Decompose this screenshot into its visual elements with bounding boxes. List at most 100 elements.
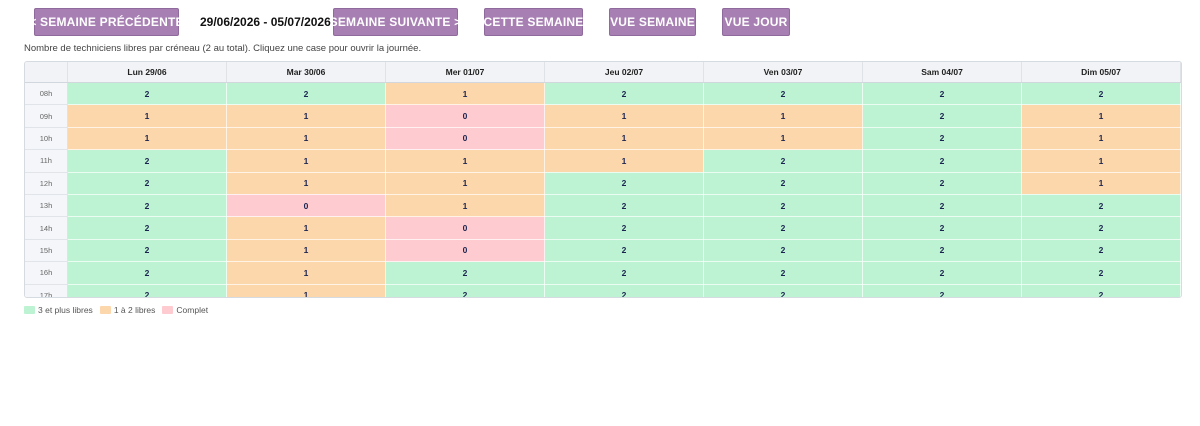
slot-cell[interactable]: 2 bbox=[1021, 261, 1181, 285]
slot-cell[interactable]: 2 bbox=[862, 239, 1022, 263]
slot-cell[interactable]: 2 bbox=[67, 82, 227, 106]
slot-cell[interactable]: 1 bbox=[226, 261, 386, 285]
slot-cell[interactable]: 1 bbox=[226, 104, 386, 128]
slot-cell[interactable]: 2 bbox=[862, 284, 1022, 297]
slot-cell[interactable]: 1 bbox=[226, 172, 386, 195]
slot-cell[interactable]: 2 bbox=[862, 104, 1022, 128]
slot-cell[interactable]: 1 bbox=[226, 149, 386, 173]
slot-cell[interactable]: 2 bbox=[544, 216, 704, 240]
slot-cell[interactable]: 1 bbox=[226, 239, 386, 263]
slot-cell[interactable]: 2 bbox=[862, 127, 1022, 151]
legend-swatch bbox=[162, 306, 174, 314]
slot-cell[interactable]: 1 bbox=[544, 104, 704, 128]
availability-grid: Lun 29/06 Mar 30/06 Mer 01/07 Jeu 02/07 Ven … bbox=[24, 61, 1182, 298]
previous-week-button[interactable]: < SEMAINE PRÉCÉDENTE bbox=[29, 8, 183, 36]
slot-cell[interactable]: 1 bbox=[226, 216, 386, 240]
day-header: Dim 05/07 bbox=[1021, 62, 1181, 83]
slot-cell[interactable]: 1 bbox=[385, 82, 545, 106]
slot-cell[interactable]: 1 bbox=[1021, 104, 1181, 128]
slot-cell[interactable]: 2 bbox=[703, 261, 863, 285]
slot-cell[interactable]: 2 bbox=[1021, 194, 1181, 218]
slot-cell[interactable]: 2 bbox=[703, 216, 863, 240]
slot-cell[interactable]: 2 bbox=[67, 172, 227, 195]
day-view-button[interactable]: VUE JOUR bbox=[722, 8, 790, 36]
slot-cell[interactable]: 2 bbox=[385, 284, 545, 297]
slot-cell[interactable]: 2 bbox=[226, 82, 386, 106]
slot-cell[interactable]: 2 bbox=[1021, 284, 1181, 297]
slot-cell[interactable]: 2 bbox=[544, 239, 704, 263]
slot-cell[interactable]: 1 bbox=[703, 104, 863, 128]
week-view-button[interactable]: VUE SEMAINE bbox=[609, 8, 696, 36]
slot-cell[interactable]: 1 bbox=[226, 127, 386, 151]
slot-cell[interactable]: 2 bbox=[67, 284, 227, 297]
slot-cell[interactable]: 2 bbox=[1021, 82, 1181, 106]
slot-cell[interactable]: 2 bbox=[862, 261, 1022, 285]
slot-cell[interactable]: 2 bbox=[862, 172, 1022, 195]
slot-cell[interactable]: 1 bbox=[544, 149, 704, 173]
slot-cell[interactable]: 1 bbox=[1021, 127, 1181, 151]
slot-cell[interactable]: 2 bbox=[862, 194, 1022, 218]
slot-cell[interactable]: 1 bbox=[385, 194, 545, 218]
slot-cell[interactable]: 2 bbox=[544, 284, 704, 297]
week-toolbar: < SEMAINE PRÉCÉDENTE 29/06/2026 - 05/07/… bbox=[29, 8, 790, 36]
slot-cell[interactable]: 2 bbox=[1021, 239, 1181, 263]
slot-cell[interactable]: 1 bbox=[703, 127, 863, 151]
slot-cell[interactable]: 2 bbox=[67, 239, 227, 263]
next-week-button[interactable]: SEMAINE SUIVANTE > bbox=[330, 8, 461, 36]
hour-row: 09h 1 1 0 1 1 2 1 bbox=[25, 104, 1181, 128]
slot-cell[interactable]: 2 bbox=[703, 172, 863, 195]
hour-row: 11h 2 1 1 1 2 2 1 bbox=[25, 149, 1181, 173]
slot-cell[interactable]: 2 bbox=[385, 261, 545, 285]
slot-cell[interactable]: 0 bbox=[385, 216, 545, 240]
hour-label: 08h bbox=[25, 82, 68, 106]
slot-cell[interactable]: 1 bbox=[385, 149, 545, 173]
slot-cell[interactable]: 2 bbox=[544, 172, 704, 195]
day-header: Mar 30/06 bbox=[226, 62, 386, 83]
slot-cell[interactable]: 0 bbox=[226, 194, 386, 218]
legend-item: 1 à 2 libres bbox=[99, 305, 155, 315]
this-week-button[interactable]: CETTE SEMAINE bbox=[484, 8, 583, 36]
hour-label: 12h bbox=[25, 172, 68, 195]
slot-cell[interactable]: 2 bbox=[67, 149, 227, 173]
legend: 3 et plus libres 1 à 2 libres Complet bbox=[24, 305, 215, 315]
day-header-row: Lun 29/06 Mar 30/06 Mer 01/07 Jeu 02/07 Ven … bbox=[25, 62, 1181, 83]
hour-label: 14h bbox=[25, 216, 68, 240]
slot-cell[interactable]: 2 bbox=[703, 82, 863, 106]
day-header: Sam 04/07 bbox=[862, 62, 1022, 83]
slot-cell[interactable]: 2 bbox=[862, 82, 1022, 106]
slot-cell[interactable]: 2 bbox=[67, 216, 227, 240]
slot-cell[interactable]: 0 bbox=[385, 127, 545, 151]
slot-cell[interactable]: 2 bbox=[862, 216, 1022, 240]
day-header: Jeu 02/07 bbox=[544, 62, 704, 83]
hour-row: 12h 2 1 1 2 2 2 1 bbox=[25, 172, 1181, 195]
availability-table: Lun 29/06 Mar 30/06 Mer 01/07 Jeu 02/07 Ven … bbox=[25, 62, 1181, 297]
slot-cell[interactable]: 2 bbox=[703, 194, 863, 218]
hour-row: 08h 2 2 1 2 2 2 2 bbox=[25, 82, 1181, 106]
slot-cell[interactable]: 2 bbox=[544, 82, 704, 106]
slot-cell[interactable]: 2 bbox=[703, 149, 863, 173]
slot-cell[interactable]: 1 bbox=[67, 104, 227, 128]
day-header: Ven 03/07 bbox=[703, 62, 863, 83]
hour-label: 09h bbox=[25, 104, 68, 128]
slot-cell[interactable]: 2 bbox=[1021, 216, 1181, 240]
grid-body: 08h 2 2 1 2 2 2 2 09h 1 1 0 1 1 2 1 10h 1 1 0 1 1 2 1 11h 2 1 1 1 2 2 1… bbox=[25, 82, 1181, 297]
slot-cell[interactable]: 1 bbox=[226, 284, 386, 297]
slot-cell[interactable]: 1 bbox=[67, 127, 227, 151]
legend-item: Complet bbox=[162, 305, 208, 315]
slot-cell[interactable]: 2 bbox=[703, 284, 863, 297]
slot-cell[interactable]: 1 bbox=[385, 172, 545, 195]
slot-cell[interactable]: 2 bbox=[544, 261, 704, 285]
slot-cell[interactable]: 1 bbox=[1021, 149, 1181, 173]
slot-cell[interactable]: 1 bbox=[544, 127, 704, 151]
slot-cell[interactable]: 2 bbox=[862, 149, 1022, 173]
hour-row: 14h 2 1 0 2 2 2 2 bbox=[25, 216, 1181, 240]
slot-cell[interactable]: 2 bbox=[67, 194, 227, 218]
hour-label: 10h bbox=[25, 127, 68, 151]
slot-cell[interactable]: 2 bbox=[703, 239, 863, 263]
slot-cell[interactable]: 1 bbox=[1021, 172, 1181, 195]
slot-cell[interactable]: 2 bbox=[67, 261, 227, 285]
slot-cell[interactable]: 0 bbox=[385, 239, 545, 263]
hour-row: 13h 2 0 1 2 2 2 2 bbox=[25, 194, 1181, 218]
slot-cell[interactable]: 0 bbox=[385, 104, 545, 128]
slot-cell[interactable]: 2 bbox=[544, 194, 704, 218]
